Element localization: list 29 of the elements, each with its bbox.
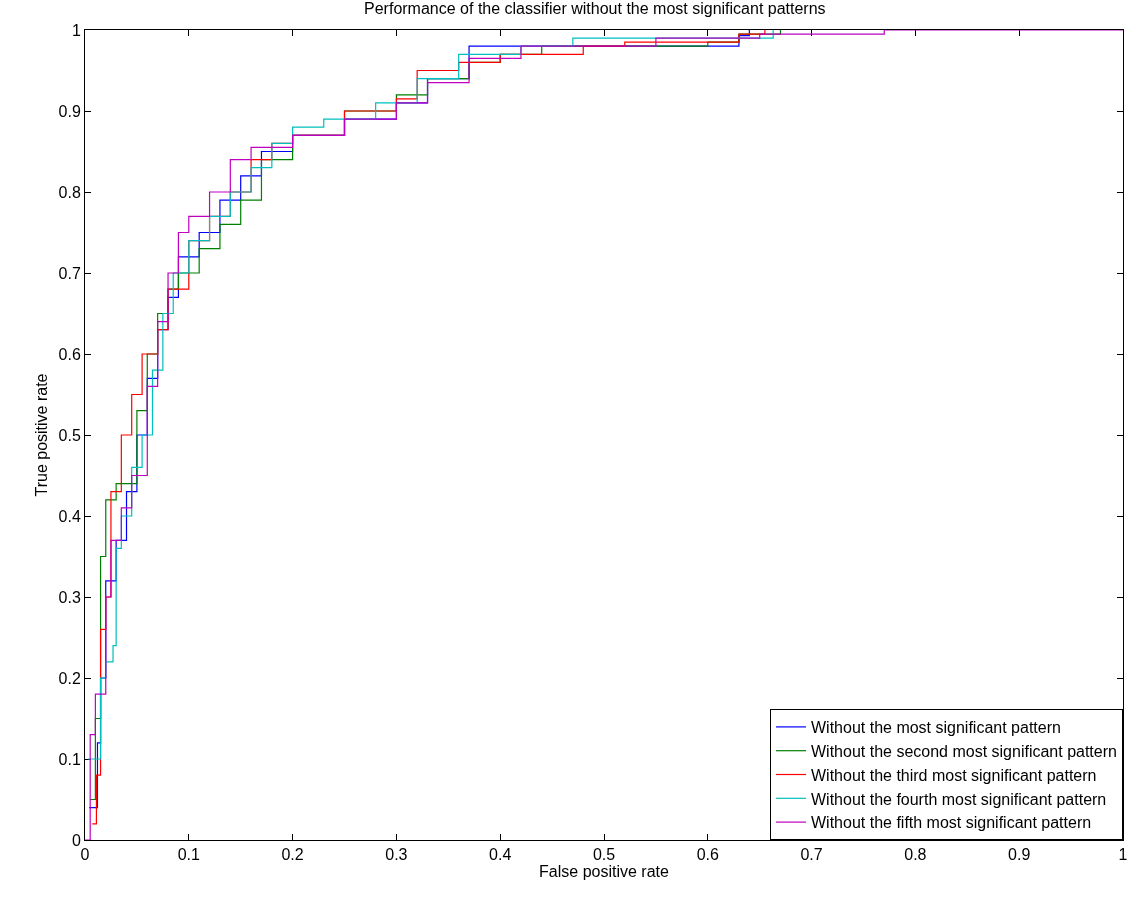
y-tick-label: 0.3 [58,588,81,606]
y-axis-title: True positive rate [33,373,51,497]
x-tick-label: 0.9 [1008,846,1031,864]
legend-label: Without the second most significant pattern [811,742,1117,760]
y-tick-label: 1 [71,21,81,39]
y-tick-label: 0.5 [58,426,81,444]
y-tick-label: 0.9 [58,102,81,120]
x-tick-label: 0.4 [489,846,512,864]
x-tick-label: 0.6 [696,846,720,864]
y-tick-label: 0.4 [58,507,81,525]
x-tick-label: 0.1 [177,846,201,864]
legend-label: Without the most significant pattern [811,719,1061,737]
x-tick-label: 0.3 [385,846,408,864]
x-tick-label: 0.5 [592,846,616,864]
y-tick-label: 0.7 [58,264,81,282]
y-tick-label: 0.2 [58,669,81,687]
chart-title: Performance of the classifier without the most significant patterns [364,0,826,17]
legend-label: Without the fifth most significant pattern [811,814,1092,832]
y-tick-label: 0.6 [58,345,81,363]
legend-label: Without the fourth most significant pattern [811,790,1107,808]
x-tick-label: 0.7 [800,846,823,864]
y-tick-label: 0 [71,831,81,849]
legend-label: Without the third most significant pattern [811,766,1097,784]
x-axis-title: False positive rate [539,863,670,881]
x-tick-label: 0.8 [904,846,927,864]
y-tick-label: 0.8 [58,183,81,201]
x-tick-label: 1 [1118,846,1128,864]
y-tick-label: 0.1 [58,750,81,768]
x-tick-label: 0.2 [281,846,304,864]
